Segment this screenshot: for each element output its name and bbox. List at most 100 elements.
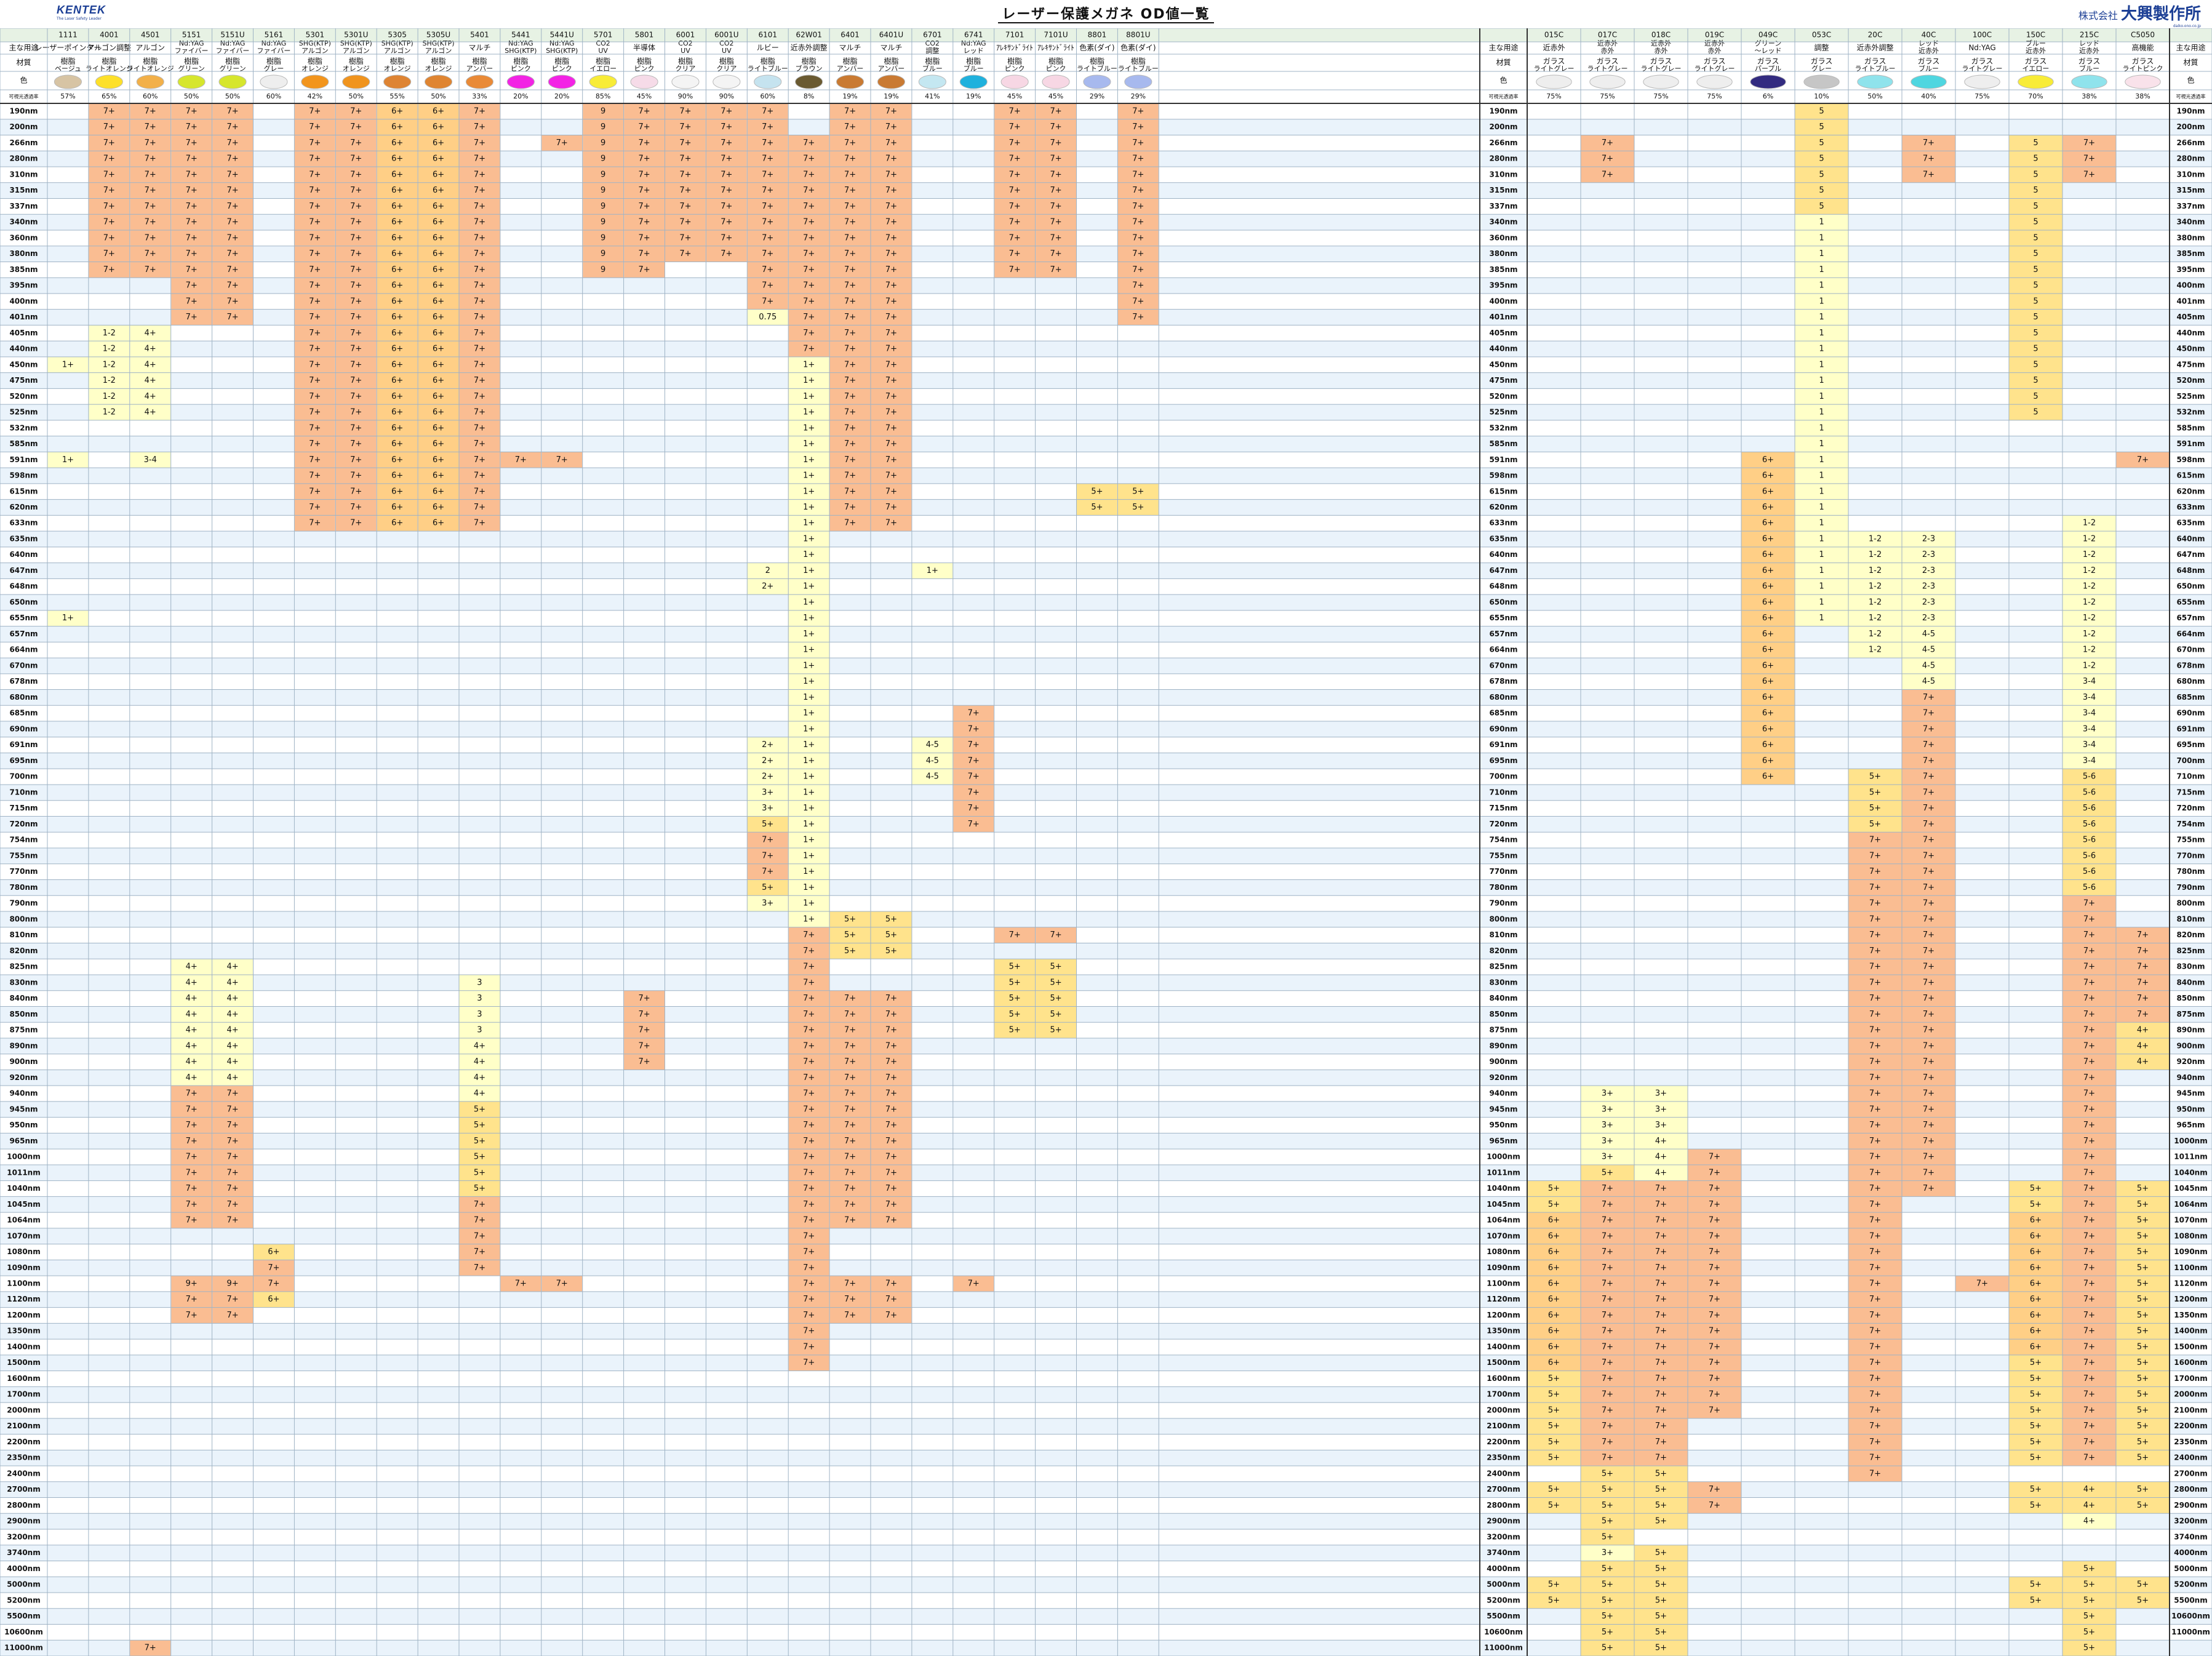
wavelength-label-right: 657nm [2176,614,2205,622]
row-background [0,1212,2212,1228]
material-label: 樹脂 [266,57,281,66]
od-value: 7+ [474,265,485,274]
wavelength-label-left: 840nm [9,994,38,1002]
use-label: SHG(KTP)アルゴン [340,39,372,55]
od-value: 7+ [679,154,691,164]
wavelength-label-right: 615nm [2176,471,2205,480]
od-value: 7+ [1869,930,1881,940]
od-value: 7+ [309,439,321,449]
od-value: 6+ [433,281,444,290]
od-value: 7+ [1132,138,1144,148]
od-value: 5 [2033,360,2038,369]
od-value: 1+ [803,614,815,623]
row-background [0,1228,2212,1244]
wavelength-label-right: 1040nm [2174,1168,2207,1177]
vlt-value: 60% [761,92,775,100]
row-background [0,1022,2212,1038]
wavelength-label-right: 3740nm [2174,1532,2207,1541]
row-background [0,1386,2212,1403]
od-value: 7+ [1132,218,1144,227]
od-value: 7+ [968,1279,980,1288]
od-value: 7+ [1050,218,1061,227]
od-value: 1-2 [103,360,116,369]
od-value: 5+ [1655,1548,1667,1558]
wavelength-label-right: 900nm [2176,1041,2205,1050]
od-value: 7+ [350,106,362,116]
wavelength-label-middle: 770nm [1489,867,1517,876]
row-background [0,1260,2212,1276]
od-value: 7+ [679,186,691,195]
row-background [0,1354,2212,1371]
lens-color-name: グリーン [219,64,246,73]
row-background [0,1038,2212,1054]
row-background [0,1196,2212,1213]
wavelength-label-right: 315nm [2176,186,2205,194]
wavelength-label-right: 690nm [2176,709,2205,718]
od-value: 1 [1819,598,1824,607]
od-value: 6+ [433,519,444,528]
lens-swatch [1911,74,1947,89]
wavelength-label-left: 648nm [9,582,38,591]
lens-color-name: アンバー [878,65,905,73]
od-value: 7+ [844,170,856,179]
od-value: 7+ [1869,867,1881,876]
od-value: 6+ [391,265,403,274]
od-value: 7+ [1050,249,1061,258]
od-value: 7+ [1923,756,1935,766]
od-value: 4+ [186,1041,198,1050]
od-value: 6+ [433,439,444,449]
od-value: 7+ [145,1644,156,1653]
use-label: 色素(ダイ) [1120,43,1156,52]
od-value: 1+ [803,455,815,465]
od-value: 7+ [1709,1231,1720,1241]
wavelength-label-left: 520nm [9,392,38,401]
wavelength-label-left: 1400nm [7,1342,40,1351]
vlt-value: 38% [2082,92,2096,100]
od-value: 7+ [885,994,897,1003]
od-value: 7+ [309,281,321,290]
od-value: 7+ [1869,1374,1881,1383]
wavelength-label-middle: 1400nm [1487,1342,1520,1351]
od-value: 7+ [2083,1390,2095,1399]
row-background [0,642,2212,658]
wavelength-label-middle: 1045nm [1487,1200,1520,1209]
od-value: 7+ [1923,851,1935,860]
od-fill [829,911,871,959]
od-value: 7+ [803,249,815,258]
od-fill [953,1276,994,1292]
od-value: 7+ [762,281,773,290]
od-value: 7+ [474,487,485,496]
wavelength-label-right: 5500nm [2174,1596,2207,1604]
wavelength-label-right: 11000nm [2171,1628,2210,1636]
lens-color-name: ピンク [634,65,655,73]
wavelength-label-right: 200nm [2176,122,2205,131]
od-value: 7+ [2083,1137,2095,1146]
od-value: 7+ [844,265,856,274]
wavelength-label-left: 2100nm [7,1422,40,1430]
od-fill [624,103,665,278]
od-value: 6+ [391,408,403,417]
od-value: 2-3 [1922,534,1935,543]
wavelength-label-left: 280nm [9,154,38,163]
use-label-line: ～レッド [1755,47,1782,55]
od-fill [377,103,418,532]
lens-swatch [177,74,206,89]
wavelength-label-left: 715nm [9,804,38,812]
wavelength-label-middle: 11000nm [1484,1644,1523,1652]
wavelength-label-right: 695nm [2176,740,2205,749]
od-value: 7+ [186,297,198,306]
od-value: 7+ [803,978,815,987]
company-name-text: 大興製作所 [2120,5,2201,23]
od-value: 5 [2033,202,2038,211]
od-value: 7+ [844,297,856,306]
wavelength-label-right: 585nm [2176,423,2205,432]
od-value: 7+ [638,106,650,116]
wavelength-label-right: 2000nm [2174,1390,2207,1399]
od-value: 6+ [391,471,403,481]
od-value: 7+ [350,503,362,512]
od-value: 7+ [309,455,321,465]
od-value: 7+ [1050,265,1061,274]
row-background [0,1180,2212,1197]
lens-color-name: アンバー [466,65,493,73]
od-fill [747,578,788,595]
